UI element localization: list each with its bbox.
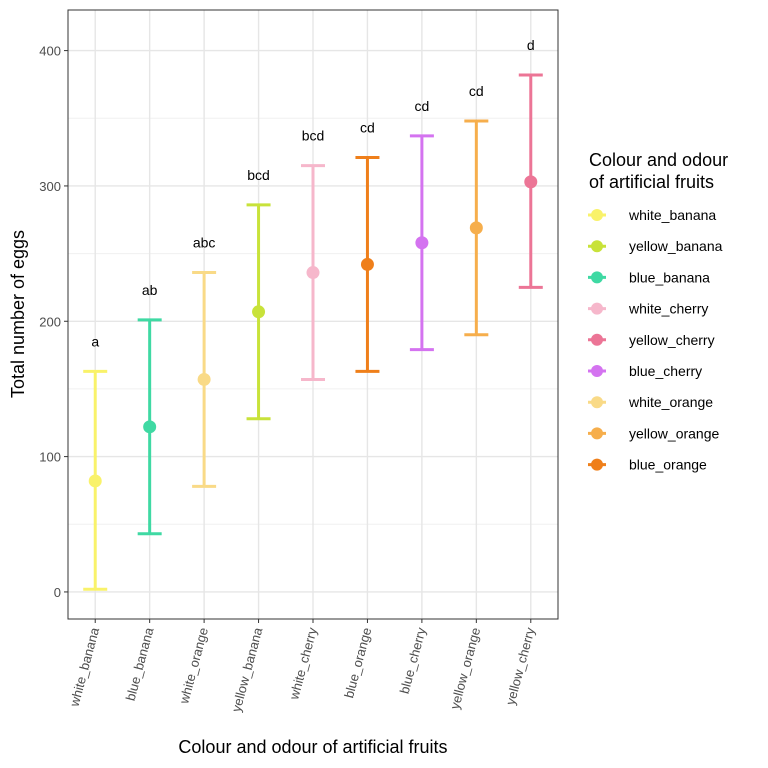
legend-key-point [591, 271, 603, 284]
legend-key-point [591, 427, 603, 440]
legend-title-line-2: of artificial fruits [589, 172, 714, 192]
legend-label: yellow_orange [629, 425, 719, 441]
legend-key-point [591, 209, 603, 221]
significance-letter-blue_orange: cd [360, 120, 375, 136]
legend-label: yellow_banana [629, 238, 723, 254]
mean-point-blue_cherry [415, 236, 429, 250]
legend-title-line-1: Colour and odour [589, 150, 728, 170]
significance-letter-white_banana: a [91, 333, 99, 349]
legend-key-point [591, 302, 603, 315]
legend-items: white_banana yellow_banana blue_bananawhit… [588, 207, 723, 473]
x-axis-title: Colour and odour of artificial fruits [178, 737, 447, 757]
mean-point-white_banana [88, 474, 102, 488]
x-tick-label: blue_banana [123, 625, 157, 702]
x-tick-label: white_banana [66, 625, 102, 709]
x-tick-label: blue_orange [341, 626, 374, 700]
mean-point-yellow_cherry [524, 175, 538, 189]
legend-key-point [591, 333, 603, 346]
y-tick-label: 400 [39, 44, 61, 59]
y-tick-label: 200 [39, 314, 61, 329]
mean-point-white_cherry [306, 266, 320, 280]
y-tick-label: 300 [39, 179, 61, 194]
x-tick-label: yellow_cherry [503, 625, 538, 706]
significance-letter-yellow_cherry: d [527, 37, 535, 53]
mean-points [88, 175, 538, 488]
y-tick-label: 0 [54, 585, 61, 600]
y-tick-label: 100 [39, 450, 61, 465]
mean-point-blue_orange [360, 257, 374, 271]
x-tick-label: blue_cherry [397, 625, 429, 695]
mean-point-yellow_banana [252, 305, 266, 319]
legend-label: blue_orange [629, 457, 707, 473]
significance-letters: a ab abc bcd bcd cd cd cd d [91, 37, 534, 349]
legend: Colour and odour of artificial fruits wh… [588, 150, 728, 473]
x-tick-label: white_cherry [286, 625, 320, 702]
legend-label: yellow_cherry [629, 332, 715, 348]
x-tick-label: white_orange [176, 626, 211, 706]
y-axis: 0 100 200 300 400 [39, 44, 68, 600]
legend-key-point [591, 240, 603, 253]
legend-key-point [591, 396, 603, 409]
x-tick-label: yellow_orange [447, 626, 483, 711]
significance-letter-white_orange: abc [193, 235, 216, 251]
legend-label: blue_banana [629, 269, 710, 285]
legend-key-point [591, 458, 603, 471]
legend-label: white_banana [628, 207, 716, 223]
y-axis-title: Total number of eggs [8, 230, 28, 398]
legend-label: white_orange [628, 394, 713, 410]
significance-letter-blue_banana: ab [142, 282, 158, 298]
significance-letter-blue_cherry: cd [414, 98, 429, 114]
legend-label: white_cherry [628, 301, 708, 317]
mean-point-blue_banana [143, 420, 157, 434]
significance-letter-white_cherry: bcd [302, 128, 325, 144]
significance-letter-yellow_orange: cd [469, 83, 484, 99]
significance-letter-yellow_banana: bcd [247, 167, 270, 183]
mean-point-white_orange [197, 372, 211, 386]
legend-label: blue_cherry [629, 363, 702, 379]
x-tick-label: yellow_banana [229, 625, 266, 713]
mean-point-yellow_orange [469, 221, 483, 235]
x-axis: white_banana blue_banana white_orange yello… [66, 619, 538, 714]
legend-key-point [591, 365, 603, 377]
